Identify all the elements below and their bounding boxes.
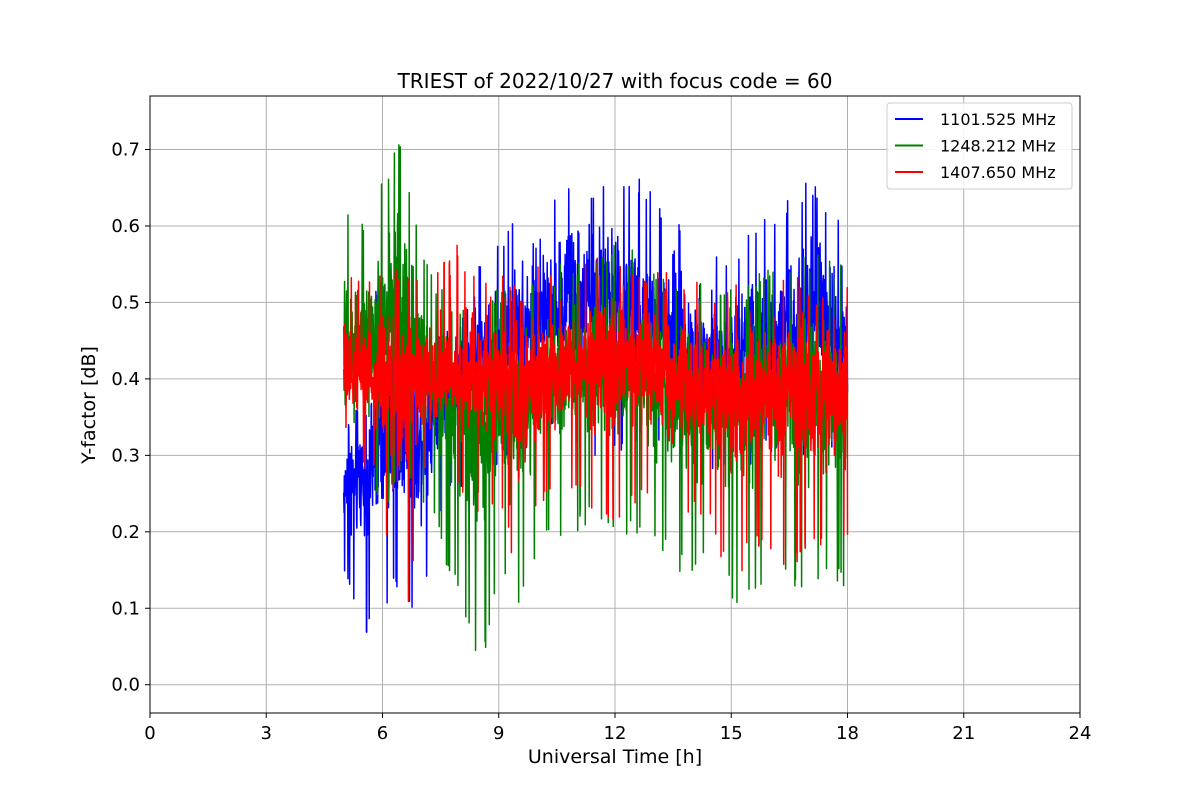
legend-box: [886, 102, 1073, 190]
x-tick-label: 3: [261, 723, 272, 744]
legend-label: 1101.525 MHz: [940, 110, 1056, 129]
x-tick-label: 6: [377, 723, 388, 744]
legend-label: 1407.650 MHz: [940, 163, 1056, 182]
y-tick-label: 0.4: [111, 369, 140, 390]
y-axis-label: Y-factor [dB]: [78, 346, 100, 465]
y-tick-label: 0.2: [111, 522, 140, 543]
x-tick-label: 12: [604, 723, 627, 744]
x-tick-label: 15: [720, 723, 743, 744]
legend: 1101.525 MHz 1248.212 MHz 1407.650 MHz: [886, 102, 1073, 190]
x-axis-label: Universal Time [h]: [528, 746, 702, 768]
y-tick-label: 0.6: [111, 216, 140, 237]
x-tick-label: 0: [144, 723, 155, 744]
x-tick-label: 21: [952, 723, 975, 744]
y-tick-label: 0.7: [111, 140, 140, 161]
y-tick-label: 0.5: [111, 292, 140, 313]
legend-label: 1248.212 MHz: [940, 137, 1056, 156]
x-tick-label: 9: [493, 723, 504, 744]
ticks: 0 3 6 9 12 15 18 21 24 0.0 0.1 0.2 0.3 0.4 0.5 0.6 0.7: [111, 140, 1091, 744]
series-line: [343, 244, 849, 603]
x-tick-label: 24: [1069, 723, 1092, 744]
y-tick-label: 0.3: [111, 445, 140, 466]
y-tick-label: 0.0: [111, 675, 140, 696]
chart-title: TRIEST of 2022/10/27 with focus code = 6…: [397, 69, 833, 93]
series-layer: [343, 144, 849, 652]
x-tick-label: 18: [836, 723, 859, 744]
y-tick-label: 0.1: [111, 598, 140, 619]
